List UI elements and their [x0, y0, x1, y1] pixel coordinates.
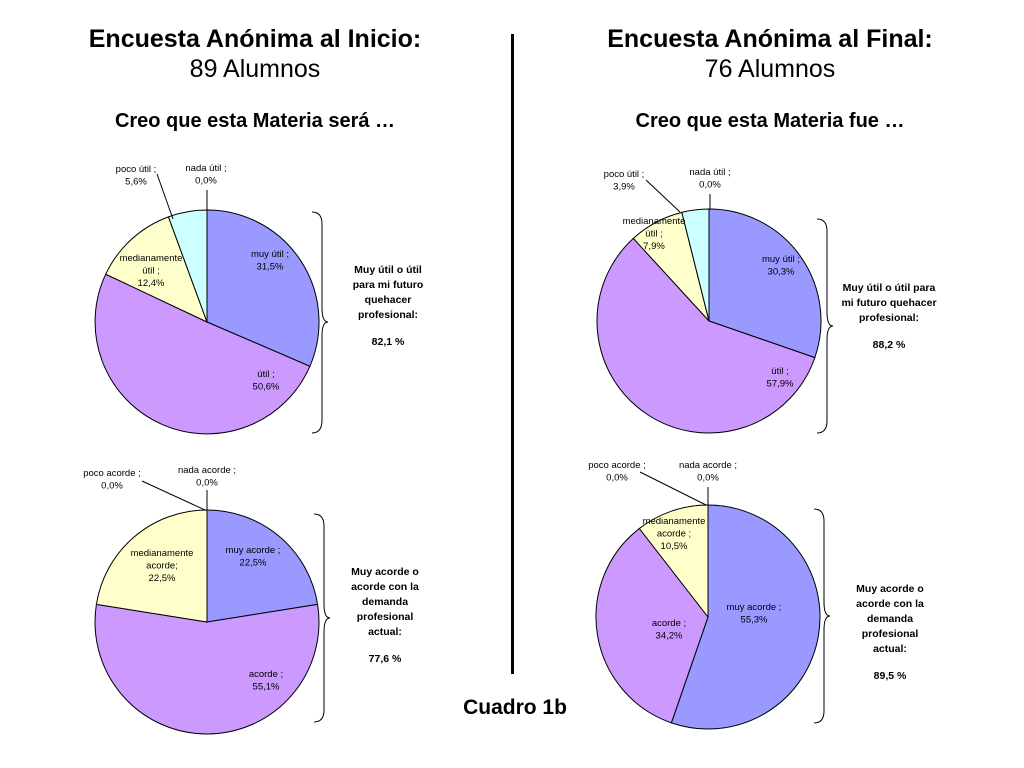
pie-slice-inicio-utilidad-0	[206, 209, 320, 367]
pie-final-utilidad: muy útil ; 30,3% útil ; 57,9% medianamente út…	[596, 167, 822, 434]
right-header: Encuesta Anónima al Final: 76 Alumnos	[575, 24, 965, 84]
slice-label-inicio-demanda-0: muy acorde ; 22,5%	[226, 545, 281, 569]
slice-label-final-utilidad-0: muy útil ; 30,3%	[762, 254, 800, 278]
left-title: Encuesta Anónima al Inicio:	[88, 25, 422, 53]
leader-line-inicio-utilidad-3	[156, 173, 174, 220]
pie-inicio-utilidad: muy útil ; 31,5% útil ; 50,6% medianamente út…	[94, 163, 320, 435]
center-divider	[511, 34, 514, 674]
slice-label-final-demanda-0: muy acorde ; 55,3%	[727, 602, 782, 626]
brace-top-left	[311, 211, 329, 434]
slice-label-inicio-utilidad-0: muy útil ; 31,5%	[251, 249, 289, 273]
slice-label-final-utilidad-2: medianamente útil ; 7,9%	[623, 216, 686, 252]
slice-label-inicio-utilidad-1: útil ; 50,6%	[253, 369, 280, 393]
brace-top-right	[816, 218, 834, 434]
summary-top-left: Muy útil o útil para mi futuro quehacer …	[343, 263, 433, 350]
slice-label-inicio-demanda-1: acorde ; 55,1%	[249, 669, 283, 693]
pie-slice-inicio-demanda-0	[206, 509, 319, 623]
pie-slice-final-utilidad-0	[708, 208, 822, 359]
slice-label-final-demanda-2: medianamente acorde ; 10,5%	[643, 516, 706, 552]
left-question: Creo que esta Materia será …	[114, 110, 396, 132]
pie-slice-inicio-demanda-2	[95, 509, 208, 623]
summary-bottom-right-text: Muy acorde o acorde con la demanda profe…	[856, 583, 924, 655]
slice-label-inicio-demanda-2: medianamente acorde; 22,5%	[131, 548, 194, 584]
left-count: 89 Alumnos	[189, 55, 321, 83]
pie-slice-final-demanda-1	[595, 527, 709, 724]
summary-top-left-value: 82,1 %	[371, 336, 405, 348]
summary-top-right: Muy útil o útil para mi futuro quehacer …	[838, 281, 940, 353]
leader-line-final-utilidad-3	[645, 179, 681, 213]
summary-bottom-right-value: 89,5 %	[873, 670, 907, 682]
right-count: 76 Alumnos	[704, 55, 836, 83]
pie-slice-final-demanda-0	[670, 504, 821, 730]
slice-label-inicio-demanda-4: nada acorde ; 0,0%	[178, 465, 236, 489]
slice-label-final-demanda-4: nada acorde ; 0,0%	[679, 460, 737, 484]
slice-label-final-demanda-3: poco acorde ; 0,0%	[588, 460, 646, 484]
pie-slice-final-demanda-2	[638, 504, 709, 619]
slice-label-inicio-utilidad-2: medianamente útil ; 12,4%	[120, 253, 183, 289]
brace-bottom-left	[313, 513, 331, 723]
right-question: Creo que esta Materia fue …	[635, 110, 905, 132]
summary-top-right-text: Muy útil o útil para mi futuro quehacer …	[841, 282, 937, 324]
leader-line-inicio-demanda-3	[141, 480, 206, 511]
slice-label-inicio-demanda-3: poco acorde ; 0,0%	[83, 468, 141, 492]
slice-label-inicio-utilidad-3: poco útil ; 5,6%	[116, 164, 157, 188]
slice-label-final-utilidad-1: útil ; 57,9%	[767, 366, 794, 390]
summary-bottom-left-text: Muy acorde o acorde con la demanda profe…	[351, 566, 419, 638]
pie-slice-inicio-utilidad-2	[105, 216, 208, 323]
summary-top-left-text: Muy útil o útil para mi futuro quehacer …	[352, 264, 424, 321]
left-header: Encuesta Anónima al Inicio: 89 Alumnos	[60, 24, 450, 84]
summary-bottom-left-value: 77,6 %	[368, 653, 402, 665]
summary-bottom-left: Muy acorde o acorde con la demanda profe…	[340, 565, 430, 667]
slice-label-final-utilidad-4: nada útil ; 0,0%	[689, 167, 730, 191]
right-title: Encuesta Anónima al Final:	[607, 25, 933, 53]
pie-slice-final-utilidad-1	[596, 237, 816, 434]
pie-slice-inicio-utilidad-1	[94, 273, 311, 435]
summary-bottom-right: Muy acorde o acorde con la demanda profe…	[845, 582, 935, 684]
leader-line-final-demanda-3	[639, 471, 707, 506]
slice-label-inicio-utilidad-4: nada útil ; 0,0%	[185, 163, 226, 187]
slice-label-final-demanda-1: acorde ; 34,2%	[652, 618, 686, 642]
pie-final-demanda: muy acorde ; 55,3% acorde ; 34,2% medianamen…	[588, 460, 821, 730]
pie-slice-inicio-demanda-1	[94, 603, 320, 735]
brace-bottom-right	[813, 508, 831, 724]
slice-label-final-utilidad-3: poco útil ; 3,9%	[604, 169, 645, 193]
summary-top-right-value: 88,2 %	[872, 339, 906, 351]
pie-inicio-demanda: muy acorde ; 22,5% acorde ; 55,1% medianamen…	[83, 465, 320, 735]
figure-caption: Cuadro 1b	[463, 696, 567, 719]
